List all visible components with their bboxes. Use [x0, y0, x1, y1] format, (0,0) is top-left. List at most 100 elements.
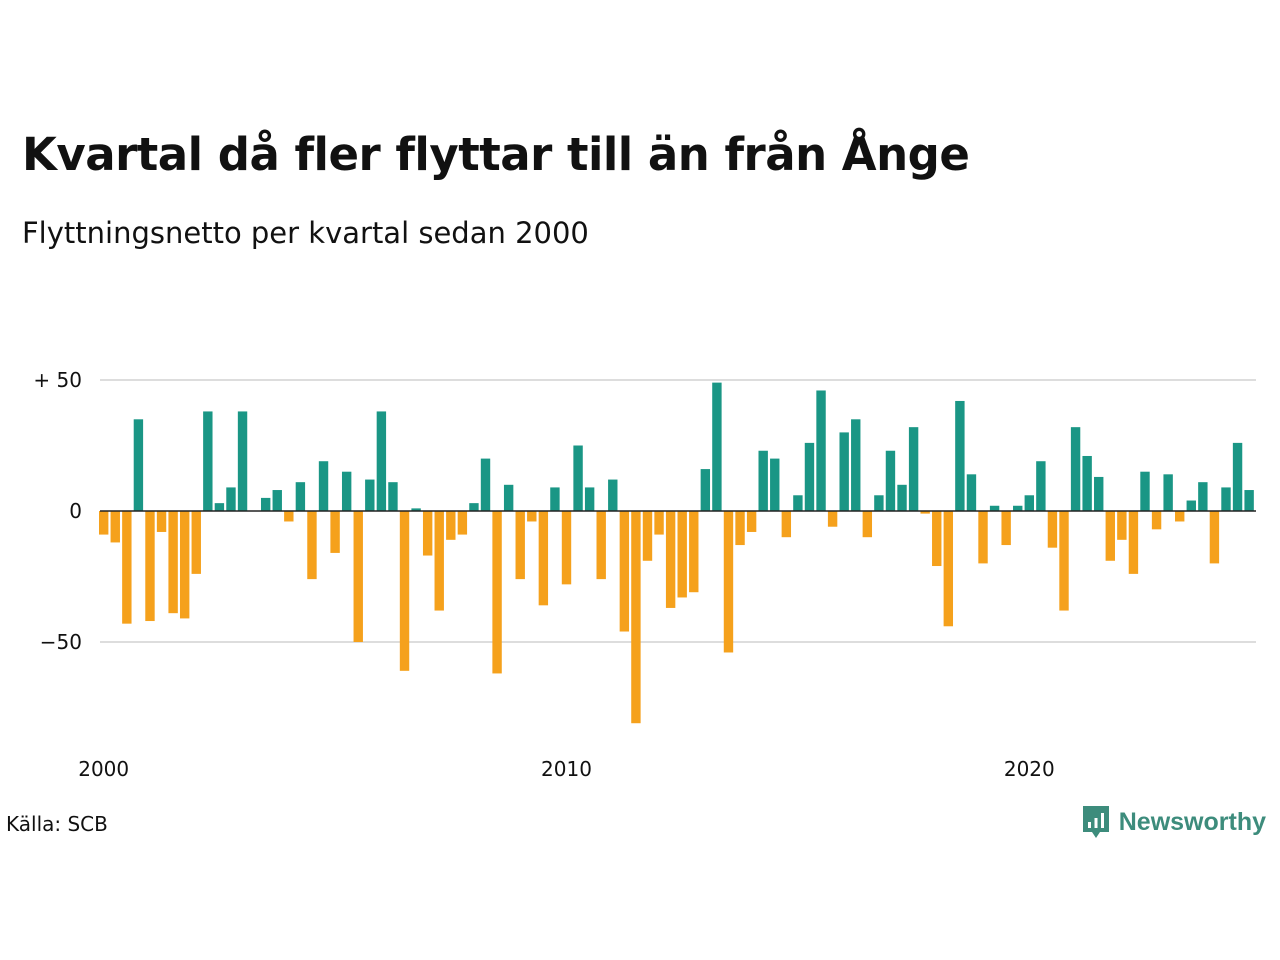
bar	[527, 511, 537, 522]
x-tick-label: 2000	[78, 757, 129, 781]
bar	[793, 495, 803, 511]
bar	[446, 511, 456, 540]
bar	[307, 511, 317, 580]
bar	[272, 490, 282, 511]
bar	[284, 511, 294, 522]
bar	[908, 427, 919, 511]
y-tick-label: 0	[69, 499, 82, 523]
bar	[758, 450, 768, 511]
bar	[746, 511, 757, 532]
bar	[1082, 455, 1092, 511]
bar	[480, 458, 491, 511]
bar	[596, 511, 606, 580]
chart-subtitle: Flyttningsnetto per kvartal sedan 2000	[22, 216, 589, 250]
bar	[804, 442, 815, 511]
bar	[1163, 474, 1173, 511]
bar	[781, 511, 792, 538]
bar	[214, 503, 225, 511]
newsworthy-logo-icon	[1082, 806, 1109, 838]
bar	[573, 445, 583, 511]
bar	[851, 419, 861, 511]
bar	[156, 511, 167, 532]
bar	[538, 511, 549, 606]
bar	[584, 487, 595, 511]
bar	[700, 469, 711, 511]
bar	[1198, 482, 1208, 511]
bar	[122, 511, 132, 624]
bar	[839, 432, 849, 511]
axes: + 50 0 −50 2000 2010 2020	[33, 368, 1256, 781]
bar	[99, 511, 109, 535]
bar	[203, 411, 213, 511]
x-tick-label: 2010	[541, 757, 592, 781]
bar	[237, 411, 248, 511]
bar	[689, 511, 699, 593]
bar	[827, 511, 838, 527]
bar	[885, 450, 896, 511]
bar	[770, 458, 780, 511]
brand-logo[interactable]: Newsworthy	[1081, 804, 1266, 840]
bar	[168, 511, 178, 614]
bar	[515, 511, 525, 580]
bar	[469, 503, 479, 511]
bar	[422, 511, 433, 556]
bar	[503, 484, 514, 511]
bar	[226, 487, 236, 511]
bar	[677, 511, 687, 598]
bar	[966, 474, 977, 511]
bar	[318, 461, 329, 511]
bar	[1059, 511, 1069, 611]
bar	[376, 411, 387, 511]
bar	[989, 505, 1000, 511]
bars	[99, 382, 1254, 724]
bar	[1117, 511, 1127, 540]
bar	[874, 495, 884, 511]
bar	[955, 400, 965, 511]
y-tick-label: −50	[40, 630, 82, 654]
bar	[619, 511, 630, 632]
bar	[1094, 476, 1104, 511]
bar	[735, 511, 745, 546]
bar	[1001, 511, 1011, 546]
bar	[191, 511, 201, 574]
bar	[654, 511, 664, 535]
bar	[723, 511, 734, 653]
bar	[1036, 461, 1046, 511]
bar	[1151, 511, 1162, 530]
bar	[631, 511, 641, 724]
bar	[712, 382, 722, 511]
bar	[1105, 511, 1115, 561]
bar	[897, 484, 907, 511]
bar	[1221, 487, 1231, 511]
bar	[978, 511, 988, 564]
bar	[1013, 505, 1023, 511]
bar	[457, 511, 468, 535]
bar	[1070, 427, 1081, 511]
bar	[330, 511, 340, 553]
source-note: Källa: SCB	[6, 812, 108, 836]
bar	[1186, 500, 1196, 511]
bar	[260, 497, 271, 511]
bar	[1244, 490, 1254, 511]
bar	[1175, 511, 1185, 522]
bar	[341, 471, 352, 511]
gridlines	[100, 379, 1256, 643]
bar	[1140, 471, 1150, 511]
bar	[399, 511, 410, 671]
bar-chart: + 50 0 −50 2000 2010 2020	[33, 368, 1256, 781]
chart-title: Kvartal då fler flyttar till än från Ång…	[22, 128, 970, 181]
bar	[550, 487, 560, 511]
y-tick-label: + 50	[33, 368, 82, 392]
bar	[920, 511, 930, 514]
bar	[1024, 495, 1034, 511]
bar	[179, 511, 190, 619]
bar	[133, 419, 144, 511]
bar	[365, 479, 375, 511]
bar	[642, 511, 653, 561]
bar	[1232, 442, 1243, 511]
bar	[110, 511, 120, 543]
bar	[932, 511, 942, 567]
bar	[1047, 511, 1058, 548]
bar	[1209, 511, 1220, 564]
bar	[816, 390, 826, 511]
